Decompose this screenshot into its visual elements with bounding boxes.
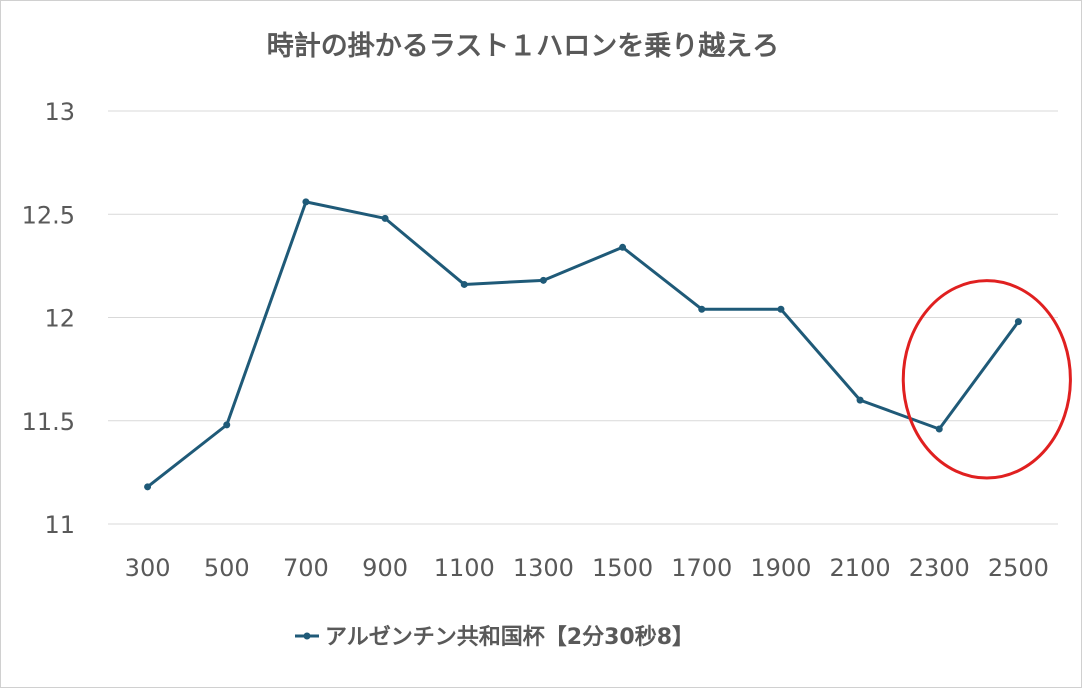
data-point (698, 305, 706, 313)
annotation-layer (901, 279, 1072, 480)
highlight-ellipse (901, 279, 1072, 480)
x-tick-label: 1700 (671, 554, 732, 582)
data-point (302, 198, 310, 206)
y-tick-label: 13 (44, 98, 75, 126)
data-point (1014, 318, 1022, 326)
x-tick-label: 700 (283, 554, 329, 582)
x-tick-label: 1900 (750, 554, 811, 582)
data-point (856, 396, 864, 404)
legend-label: アルゼンチン共和国杯【2分30秒8】 (325, 625, 694, 650)
data-point (381, 214, 389, 222)
x-tick-label: 1100 (434, 554, 495, 582)
x-tick-label: 900 (362, 554, 408, 582)
data-point (619, 243, 627, 251)
data-point (223, 421, 231, 429)
y-tick-label: 12 (44, 305, 75, 333)
y-axis-ticks: 11 11.5 12 12.5 13 (22, 98, 75, 539)
series-line (146, 200, 1020, 489)
x-tick-label: 300 (125, 554, 171, 582)
x-tick-label: 2500 (988, 554, 1049, 582)
data-point (539, 276, 547, 284)
x-tick-label: 2300 (909, 554, 970, 582)
gridlines (108, 110, 1058, 525)
y-tick-label: 12.5 (22, 201, 75, 229)
legend-marker (303, 632, 311, 640)
x-axis-ticks: 300 500 700 900 1100 1300 1500 1700 1900 2100 2300… (125, 554, 1049, 582)
x-tick-label: 1300 (513, 554, 574, 582)
data-point (935, 425, 943, 433)
series-layer (144, 198, 1022, 491)
data-point (460, 280, 468, 288)
x-tick-label: 2100 (830, 554, 891, 582)
x-tick-label: 500 (204, 554, 250, 582)
chart-title: 時計の掛かるラスト１ハロンを乗り越えろ (267, 30, 779, 62)
y-tick-label: 11.5 (22, 408, 75, 436)
data-point (144, 483, 152, 491)
data-point (777, 305, 785, 313)
legend: アルゼンチン共和国杯【2分30秒8】 (295, 625, 694, 650)
x-tick-label: 1500 (592, 554, 653, 582)
y-tick-label: 11 (44, 511, 75, 539)
